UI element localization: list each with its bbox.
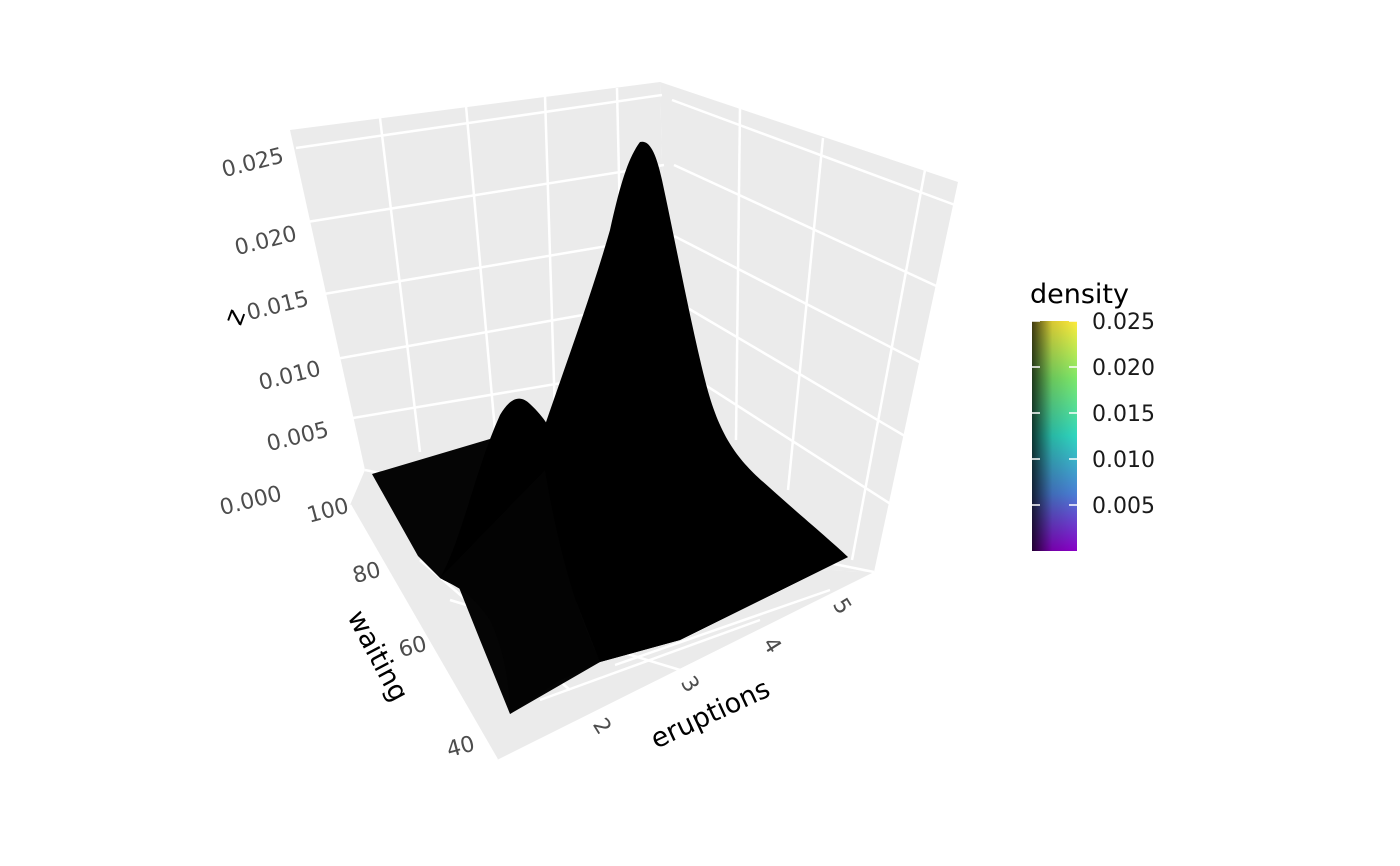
legend-tick-label: 0.005 (1092, 494, 1155, 519)
surface-peak-large (540, 141, 848, 662)
legend-tick-label: 0.020 (1092, 356, 1155, 381)
z-tick: 0.000 (217, 482, 284, 521)
grid-line (614, 588, 831, 667)
grid-line (850, 169, 927, 561)
x-tick: 4 (757, 633, 786, 658)
grid-line (378, 117, 422, 453)
legend-tick-label: 0.015 (1092, 402, 1155, 427)
grid-line (539, 618, 761, 702)
grid-line (673, 234, 936, 372)
x-tick: 2 (587, 714, 616, 739)
z-tick: 0.025 (219, 144, 286, 183)
z-tick: 0.020 (232, 222, 299, 261)
grid-line (673, 298, 921, 447)
grid-line (786, 137, 825, 491)
y-tick: 100 (305, 494, 352, 529)
grid-line (348, 504, 499, 761)
legend-colorbar-shade (1032, 321, 1077, 551)
grid-line (543, 95, 558, 446)
grid-line (671, 98, 956, 207)
z-tick: 0.005 (264, 418, 331, 457)
x-axis-title: eruptions (646, 673, 775, 755)
z-tick: 0.010 (256, 357, 323, 396)
grid-line (295, 93, 663, 150)
y-tick: 40 (444, 732, 478, 763)
grid-line (673, 163, 946, 292)
right-back-wall (660, 82, 958, 572)
legend-ticks: 0.005 0.010 0.015 0.020 0.025 (1032, 310, 1155, 519)
z-tick: 0.015 (244, 287, 311, 326)
y-tick: 80 (350, 558, 384, 589)
legend-tick-label: 0.025 (1092, 310, 1155, 335)
grid-line (734, 107, 742, 441)
x-tick: 5 (827, 594, 856, 619)
legend-tick-label: 0.010 (1092, 448, 1155, 473)
legend: density 0.005 0.010 0.015 0.020 0.025 (1030, 279, 1155, 551)
legend-title: density (1030, 279, 1129, 310)
surface-valley-ridge (440, 470, 600, 714)
grid-line (306, 163, 665, 224)
x-tick: 3 (675, 672, 704, 697)
density-surface (372, 141, 848, 714)
grid-line (673, 363, 901, 512)
